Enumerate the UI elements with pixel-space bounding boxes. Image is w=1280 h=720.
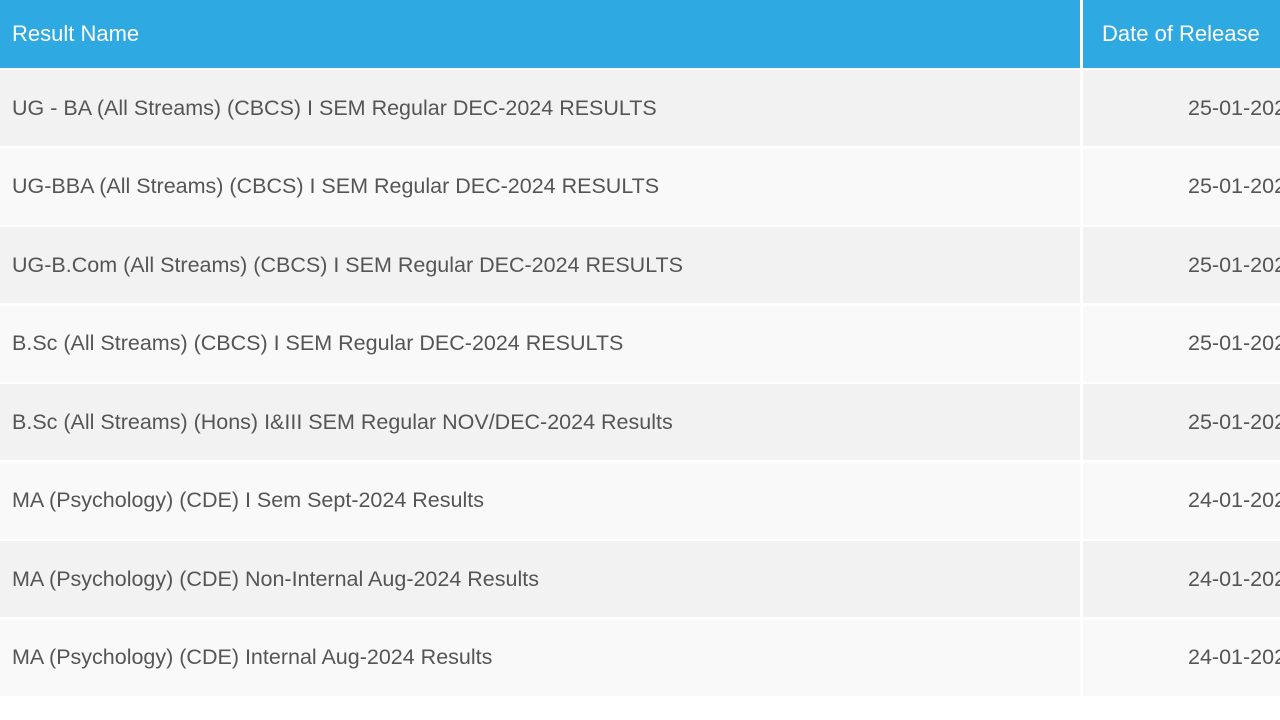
table-row[interactable]: UG - BA (All Streams) (CBCS) I SEM Regul… bbox=[0, 70, 1280, 146]
result-name-link[interactable]: UG-B.Com (All Streams) (CBCS) I SEM Regu… bbox=[0, 227, 1080, 303]
table-header: Result Name Date of Release bbox=[0, 0, 1280, 68]
release-date: 25-01-2025 bbox=[1083, 70, 1280, 146]
release-date: 25-01-2025 bbox=[1083, 227, 1280, 303]
result-name-link[interactable]: B.Sc (All Streams) (CBCS) I SEM Regular … bbox=[0, 305, 1080, 382]
result-name-link[interactable]: MA (Psychology) (CDE) Non-Internal Aug-2… bbox=[0, 541, 1080, 617]
release-date: 24-01-2025 bbox=[1083, 541, 1280, 617]
release-date: 25-01-2025 bbox=[1083, 305, 1280, 382]
table-row[interactable]: UG-B.Com (All Streams) (CBCS) I SEM Regu… bbox=[0, 227, 1280, 303]
result-name-link[interactable]: MA (Psychology) (CDE) I Sem Sept-2024 Re… bbox=[0, 462, 1080, 539]
result-name-link[interactable]: B.Sc (All Streams) (Hons) I&III SEM Regu… bbox=[0, 384, 1080, 460]
release-date: 25-01-2025 bbox=[1083, 148, 1280, 225]
release-date: 24-01-2025 bbox=[1083, 462, 1280, 539]
table-row[interactable]: B.Sc (All Streams) (CBCS) I SEM Regular … bbox=[0, 305, 1280, 382]
result-name-link[interactable]: MA (Psychology) (CDE) Internal Aug-2024 … bbox=[0, 619, 1080, 696]
result-name-link[interactable]: UG - BA (All Streams) (CBCS) I SEM Regul… bbox=[0, 70, 1080, 146]
table-row[interactable]: MA (Psychology) (CDE) Internal Aug-2024 … bbox=[0, 619, 1280, 696]
table-row[interactable]: UG-BBA (All Streams) (CBCS) I SEM Regula… bbox=[0, 148, 1280, 225]
header-result-name: Result Name bbox=[0, 0, 1080, 68]
results-table: Result Name Date of Release UG - BA (All… bbox=[0, 0, 1280, 696]
table-row[interactable]: B.Sc (All Streams) (Hons) I&III SEM Regu… bbox=[0, 384, 1280, 460]
release-date: 25-01-2025 bbox=[1083, 384, 1280, 460]
table-row[interactable]: MA (Psychology) (CDE) Non-Internal Aug-2… bbox=[0, 541, 1280, 617]
result-name-link[interactable]: UG-BBA (All Streams) (CBCS) I SEM Regula… bbox=[0, 148, 1080, 225]
table-row[interactable]: MA (Psychology) (CDE) I Sem Sept-2024 Re… bbox=[0, 462, 1280, 539]
release-date: 24-01-2025 bbox=[1083, 619, 1280, 696]
header-date-of-release: Date of Release bbox=[1083, 0, 1280, 68]
